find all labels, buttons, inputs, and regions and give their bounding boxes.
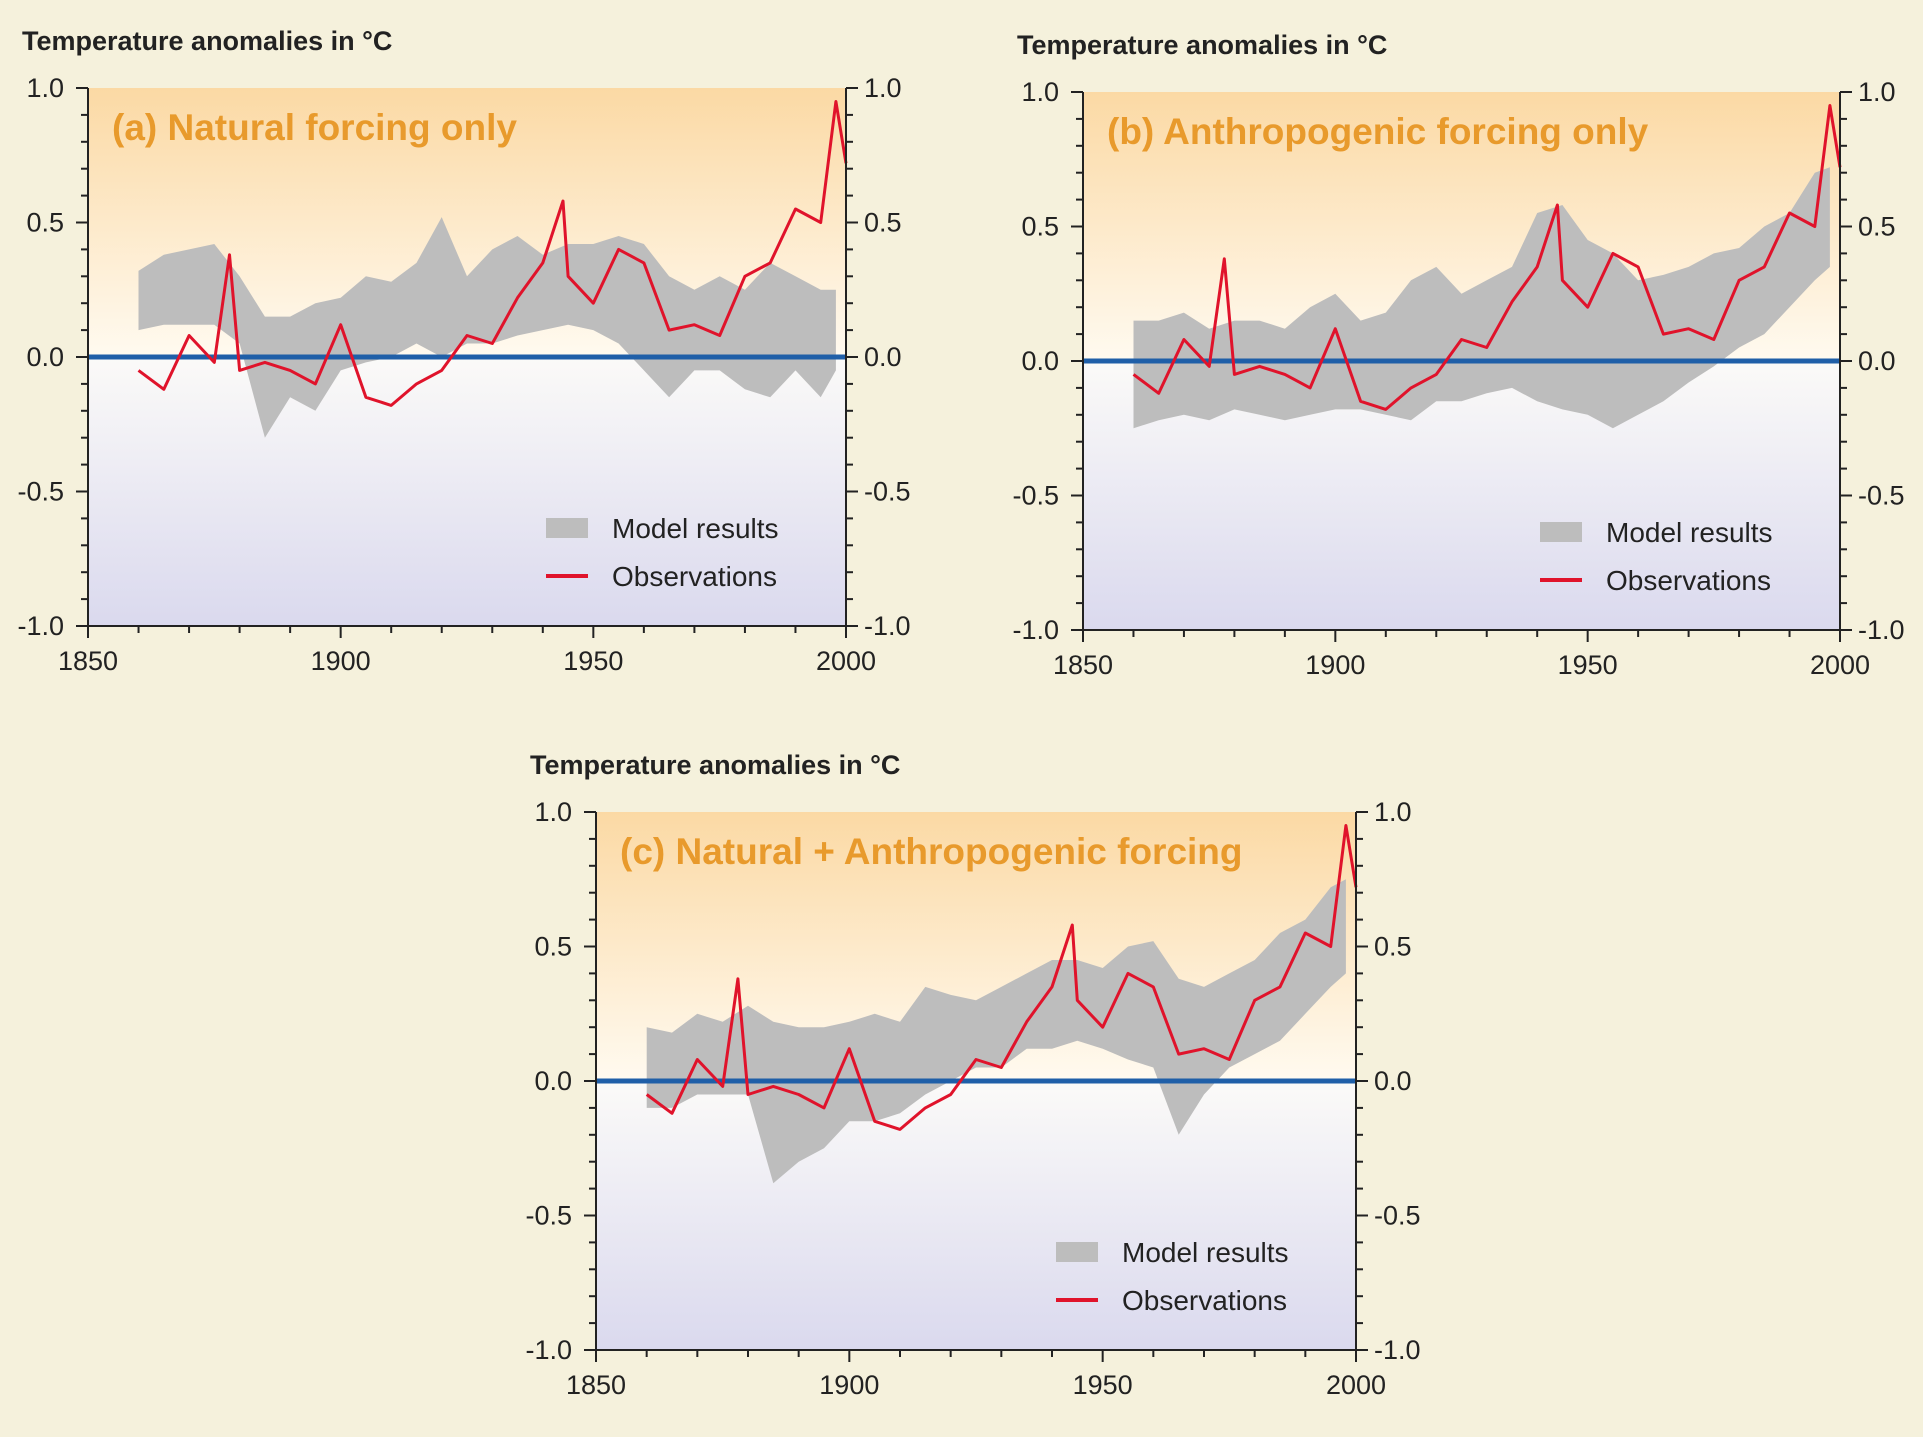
- x-tick-label: 1900: [1305, 650, 1365, 680]
- y-tick-label-right: 0.5: [1374, 932, 1412, 962]
- plot-area-cool: [596, 1081, 1356, 1350]
- legend-model-label: Model results: [1122, 1237, 1289, 1268]
- y-tick-label-left: -0.5: [1012, 481, 1059, 511]
- observations-line: [137, 100, 848, 407]
- y-tick-label-right: 0.5: [864, 208, 902, 238]
- y-tick-label-right: 1.0: [1374, 797, 1412, 827]
- x-tick-label: 1850: [566, 1370, 626, 1400]
- x-tick-label: 1950: [1558, 650, 1618, 680]
- y-tick-label-right: -1.0: [1374, 1335, 1421, 1365]
- y-tick-label-left: -0.5: [525, 1201, 572, 1231]
- y-tick-label-left: 0.5: [1021, 212, 1059, 242]
- y-tick-label-right: -0.5: [1374, 1201, 1421, 1231]
- x-tick-label: 1950: [1073, 1370, 1133, 1400]
- panel-a: 1.0 1.0 0.5 0.5 0.0 0.0 -0.5 -0.5 -1.0 -1.0 1850 19…: [17, 26, 910, 676]
- y-tick-label-left: 0.0: [26, 342, 64, 372]
- legend-model-swatch: [546, 518, 588, 538]
- legend-obs-label: Observations: [1606, 565, 1771, 596]
- panel-title: (c) Natural + Anthropogenic forcing: [620, 831, 1243, 872]
- x-tick-label: 1950: [563, 646, 623, 676]
- x-tick-label: 1900: [311, 646, 371, 676]
- y-tick-label-right: 1.0: [1858, 77, 1896, 107]
- observations-line: [1132, 104, 1842, 411]
- y-tick-label-left: 1.0: [26, 73, 64, 103]
- y-tick-label-right: 1.0: [864, 73, 902, 103]
- y-tick-label-right: 0.0: [1858, 346, 1896, 376]
- panel-title: (a) Natural forcing only: [112, 107, 517, 148]
- x-tick-label: 1850: [1053, 650, 1113, 680]
- y-tick-label-left: 1.0: [1021, 77, 1059, 107]
- y-tick-label-left: 0.0: [1021, 346, 1059, 376]
- y-tick-label-left: 1.0: [534, 797, 572, 827]
- y-tick-label-left: 0.0: [534, 1066, 572, 1096]
- y-tick-label-left: -1.0: [525, 1335, 572, 1365]
- legend-model-label: Model results: [612, 513, 779, 544]
- panel-c: 1.0 1.0 0.5 0.5 0.0 0.0 -0.5 -0.5 -1.0 -1.0 1850 19…: [525, 750, 1420, 1400]
- legend-model-swatch: [1056, 1242, 1098, 1262]
- y-tick-label-left: -1.0: [1012, 615, 1059, 645]
- y-tick-label-right: -0.5: [1858, 481, 1905, 511]
- plot-area-cool: [88, 357, 846, 626]
- y-axis-label: Temperature anomalies in °C: [1017, 30, 1387, 60]
- legend-model-label: Model results: [1606, 517, 1773, 548]
- x-tick-label: 1900: [819, 1370, 879, 1400]
- legend-obs-label: Observations: [1122, 1285, 1287, 1316]
- y-tick-label-left: 0.5: [26, 208, 64, 238]
- y-tick-label-right: -1.0: [1858, 615, 1905, 645]
- legend-model-swatch: [1540, 522, 1582, 542]
- panel-b: 1.0 1.0 0.5 0.5 0.0 0.0 -0.5 -0.5 -1.0 -1.0 1850 19…: [1012, 30, 1904, 680]
- y-tick-label-right: -1.0: [864, 611, 911, 641]
- x-tick-label: 2000: [816, 646, 876, 676]
- y-tick-label-right: 0.0: [1374, 1066, 1412, 1096]
- y-axis-label: Temperature anomalies in °C: [530, 750, 900, 780]
- y-axis-label: Temperature anomalies in °C: [22, 26, 392, 56]
- panel-title: (b) Anthropogenic forcing only: [1107, 111, 1649, 152]
- y-tick-label-left: -1.0: [17, 611, 64, 641]
- observations-line: [645, 824, 1358, 1131]
- legend-obs-label: Observations: [612, 561, 777, 592]
- y-tick-label-right: 0.5: [1858, 212, 1896, 242]
- y-tick-label-right: 0.0: [864, 342, 902, 372]
- x-tick-label: 1850: [58, 646, 118, 676]
- y-tick-label-left: -0.5: [17, 477, 64, 507]
- y-tick-label-right: -0.5: [864, 477, 911, 507]
- x-tick-label: 2000: [1810, 650, 1870, 680]
- x-tick-label: 2000: [1326, 1370, 1386, 1400]
- y-tick-label-left: 0.5: [534, 932, 572, 962]
